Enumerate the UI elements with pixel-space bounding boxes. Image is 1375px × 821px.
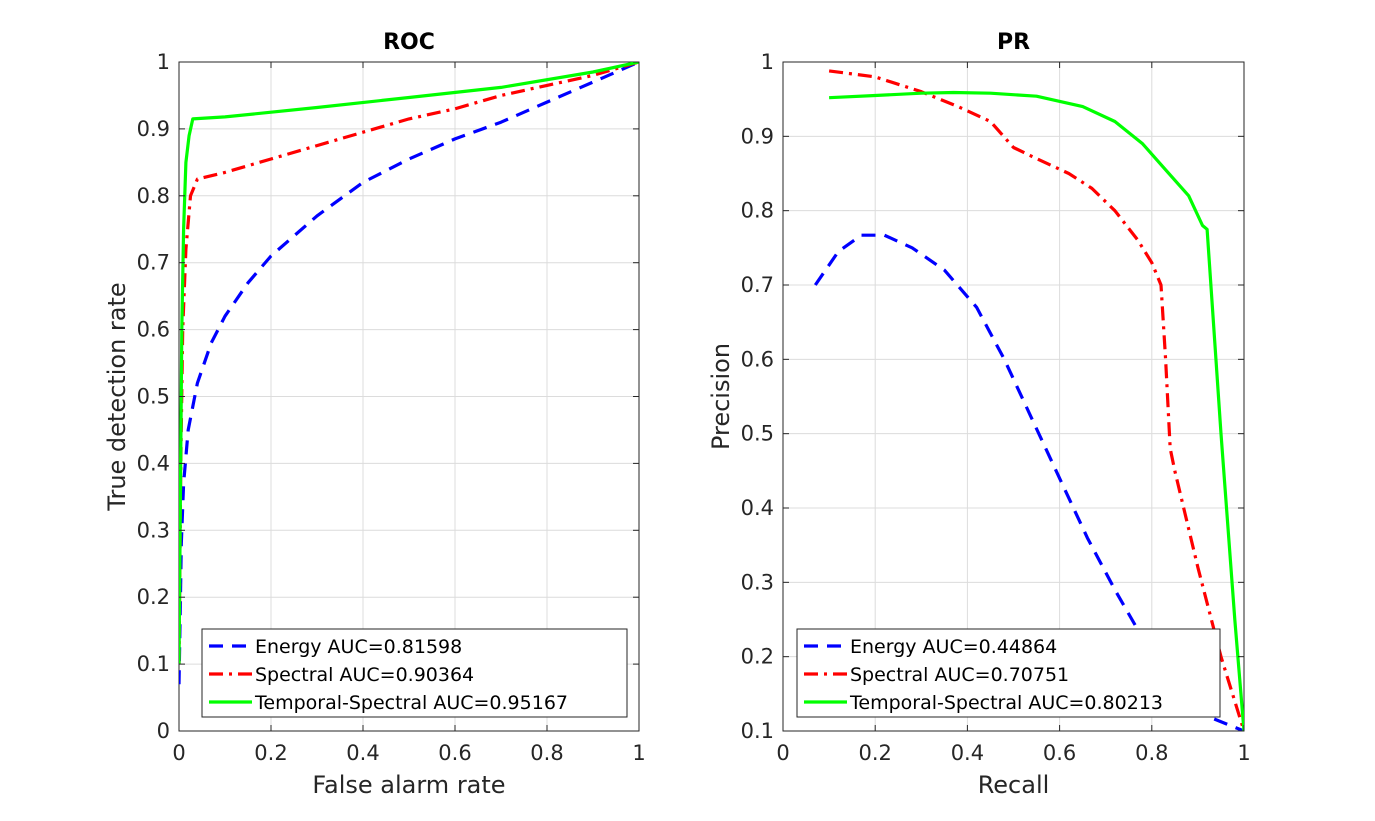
pr-legend-box xyxy=(796,628,1221,718)
pr-x-tick-label: 0.8 xyxy=(1135,741,1168,765)
pr-x-tick-label: 0.2 xyxy=(858,741,891,765)
pr-series-dashdot-line xyxy=(828,69,1244,731)
roc-legend-entry: Spectral AUC=0.90364 xyxy=(255,664,474,686)
roc-series-dashdot-line xyxy=(179,62,639,665)
roc-y-tick-label: 0.4 xyxy=(137,451,170,475)
roc-legend-box xyxy=(201,628,628,718)
pr-y-tick-label: 0.6 xyxy=(741,347,774,371)
roc-y-tick-label: 0.6 xyxy=(137,318,170,342)
pr-y-tick-label: 0.8 xyxy=(741,199,774,223)
pr-legend: Energy AUC=0.44864 Spectral AUC=0.70751 Te… xyxy=(796,628,1221,718)
pr-legend-entry: Spectral AUC=0.70751 xyxy=(850,664,1069,686)
pr-title: PR xyxy=(997,30,1030,55)
roc-x-tick-label: 0.6 xyxy=(438,741,471,765)
pr-y-axis-label: Precision xyxy=(707,343,735,450)
roc-y-axis-label: True detection rate xyxy=(103,282,131,511)
pr-y-tick-label: 0.1 xyxy=(741,719,774,743)
pr-y-tick-label: 0.9 xyxy=(741,124,774,148)
pr-x-axis-label: Recall xyxy=(978,771,1050,799)
pr-x-tick-label: 0.6 xyxy=(1043,741,1076,765)
roc-series-solid-line xyxy=(179,62,639,665)
roc-axes: 0 0.2 0.4 0.6 0.8 1 0 0.1 0.2 0.3 0.4 0.5 0.6 0.7 0.8 0… xyxy=(103,30,646,799)
pr-y-tick-label: 0.7 xyxy=(741,273,774,297)
pr-x-tick-label: 0 xyxy=(776,741,789,765)
roc-series-dashed-line xyxy=(179,62,639,685)
pr-plot-frame xyxy=(782,61,1245,732)
roc-y-tick-label: 0.1 xyxy=(137,652,170,676)
roc-y-tick-label: 0.5 xyxy=(137,385,170,409)
roc-x-tick-label: 1 xyxy=(632,741,645,765)
roc-y-tick-label: 0.7 xyxy=(137,251,170,275)
roc-legend: Energy AUC=0.81598 Spectral AUC=0.90364 Te… xyxy=(201,628,628,718)
roc-x-axis-label: False alarm rate xyxy=(312,771,505,799)
roc-x-tick-label: 0.8 xyxy=(530,741,563,765)
pr-x-tick-label: 0.4 xyxy=(951,741,984,765)
pr-y-tick-label: 1 xyxy=(761,50,774,74)
pr-series-solid-line xyxy=(829,90,1244,731)
roc-y-tick-label: 0.9 xyxy=(137,117,170,141)
pr-y-tick-label: 0.4 xyxy=(741,496,774,520)
roc-x-tick-label: 0.2 xyxy=(254,741,287,765)
roc-legend-entry: Energy AUC=0.81598 xyxy=(255,636,462,658)
pr-y-tick-label: 0.3 xyxy=(741,570,774,594)
roc-y-tick-label: 0.3 xyxy=(137,518,170,542)
pr-y-tick-label: 0.5 xyxy=(741,422,774,446)
roc-title: ROC xyxy=(383,30,435,55)
roc-legend-entry: Temporal-Spectral AUC=0.95167 xyxy=(254,692,568,714)
roc-y-tick-label: 0 xyxy=(157,719,170,743)
roc-y-tick-label: 0.8 xyxy=(137,184,170,208)
roc-x-tick-label: 0 xyxy=(172,741,185,765)
pr-x-tick-label: 1 xyxy=(1237,741,1250,765)
pr-y-tick-label: 0.2 xyxy=(741,645,774,669)
pr-legend-entry: Temporal-Spectral AUC=0.80213 xyxy=(849,692,1163,714)
pr-axes: 0 0.2 0.4 0.6 0.8 1 0.1 0.2 0.3 0.4 0.5 0.6 0.7 0.8 0.… xyxy=(707,30,1251,799)
roc-x-tick-label: 0.4 xyxy=(346,741,379,765)
pr-legend-entry: Energy AUC=0.44864 xyxy=(850,636,1057,658)
roc-y-tick-label: 0.2 xyxy=(137,585,170,609)
roc-y-tick-label: 1 xyxy=(157,50,170,74)
